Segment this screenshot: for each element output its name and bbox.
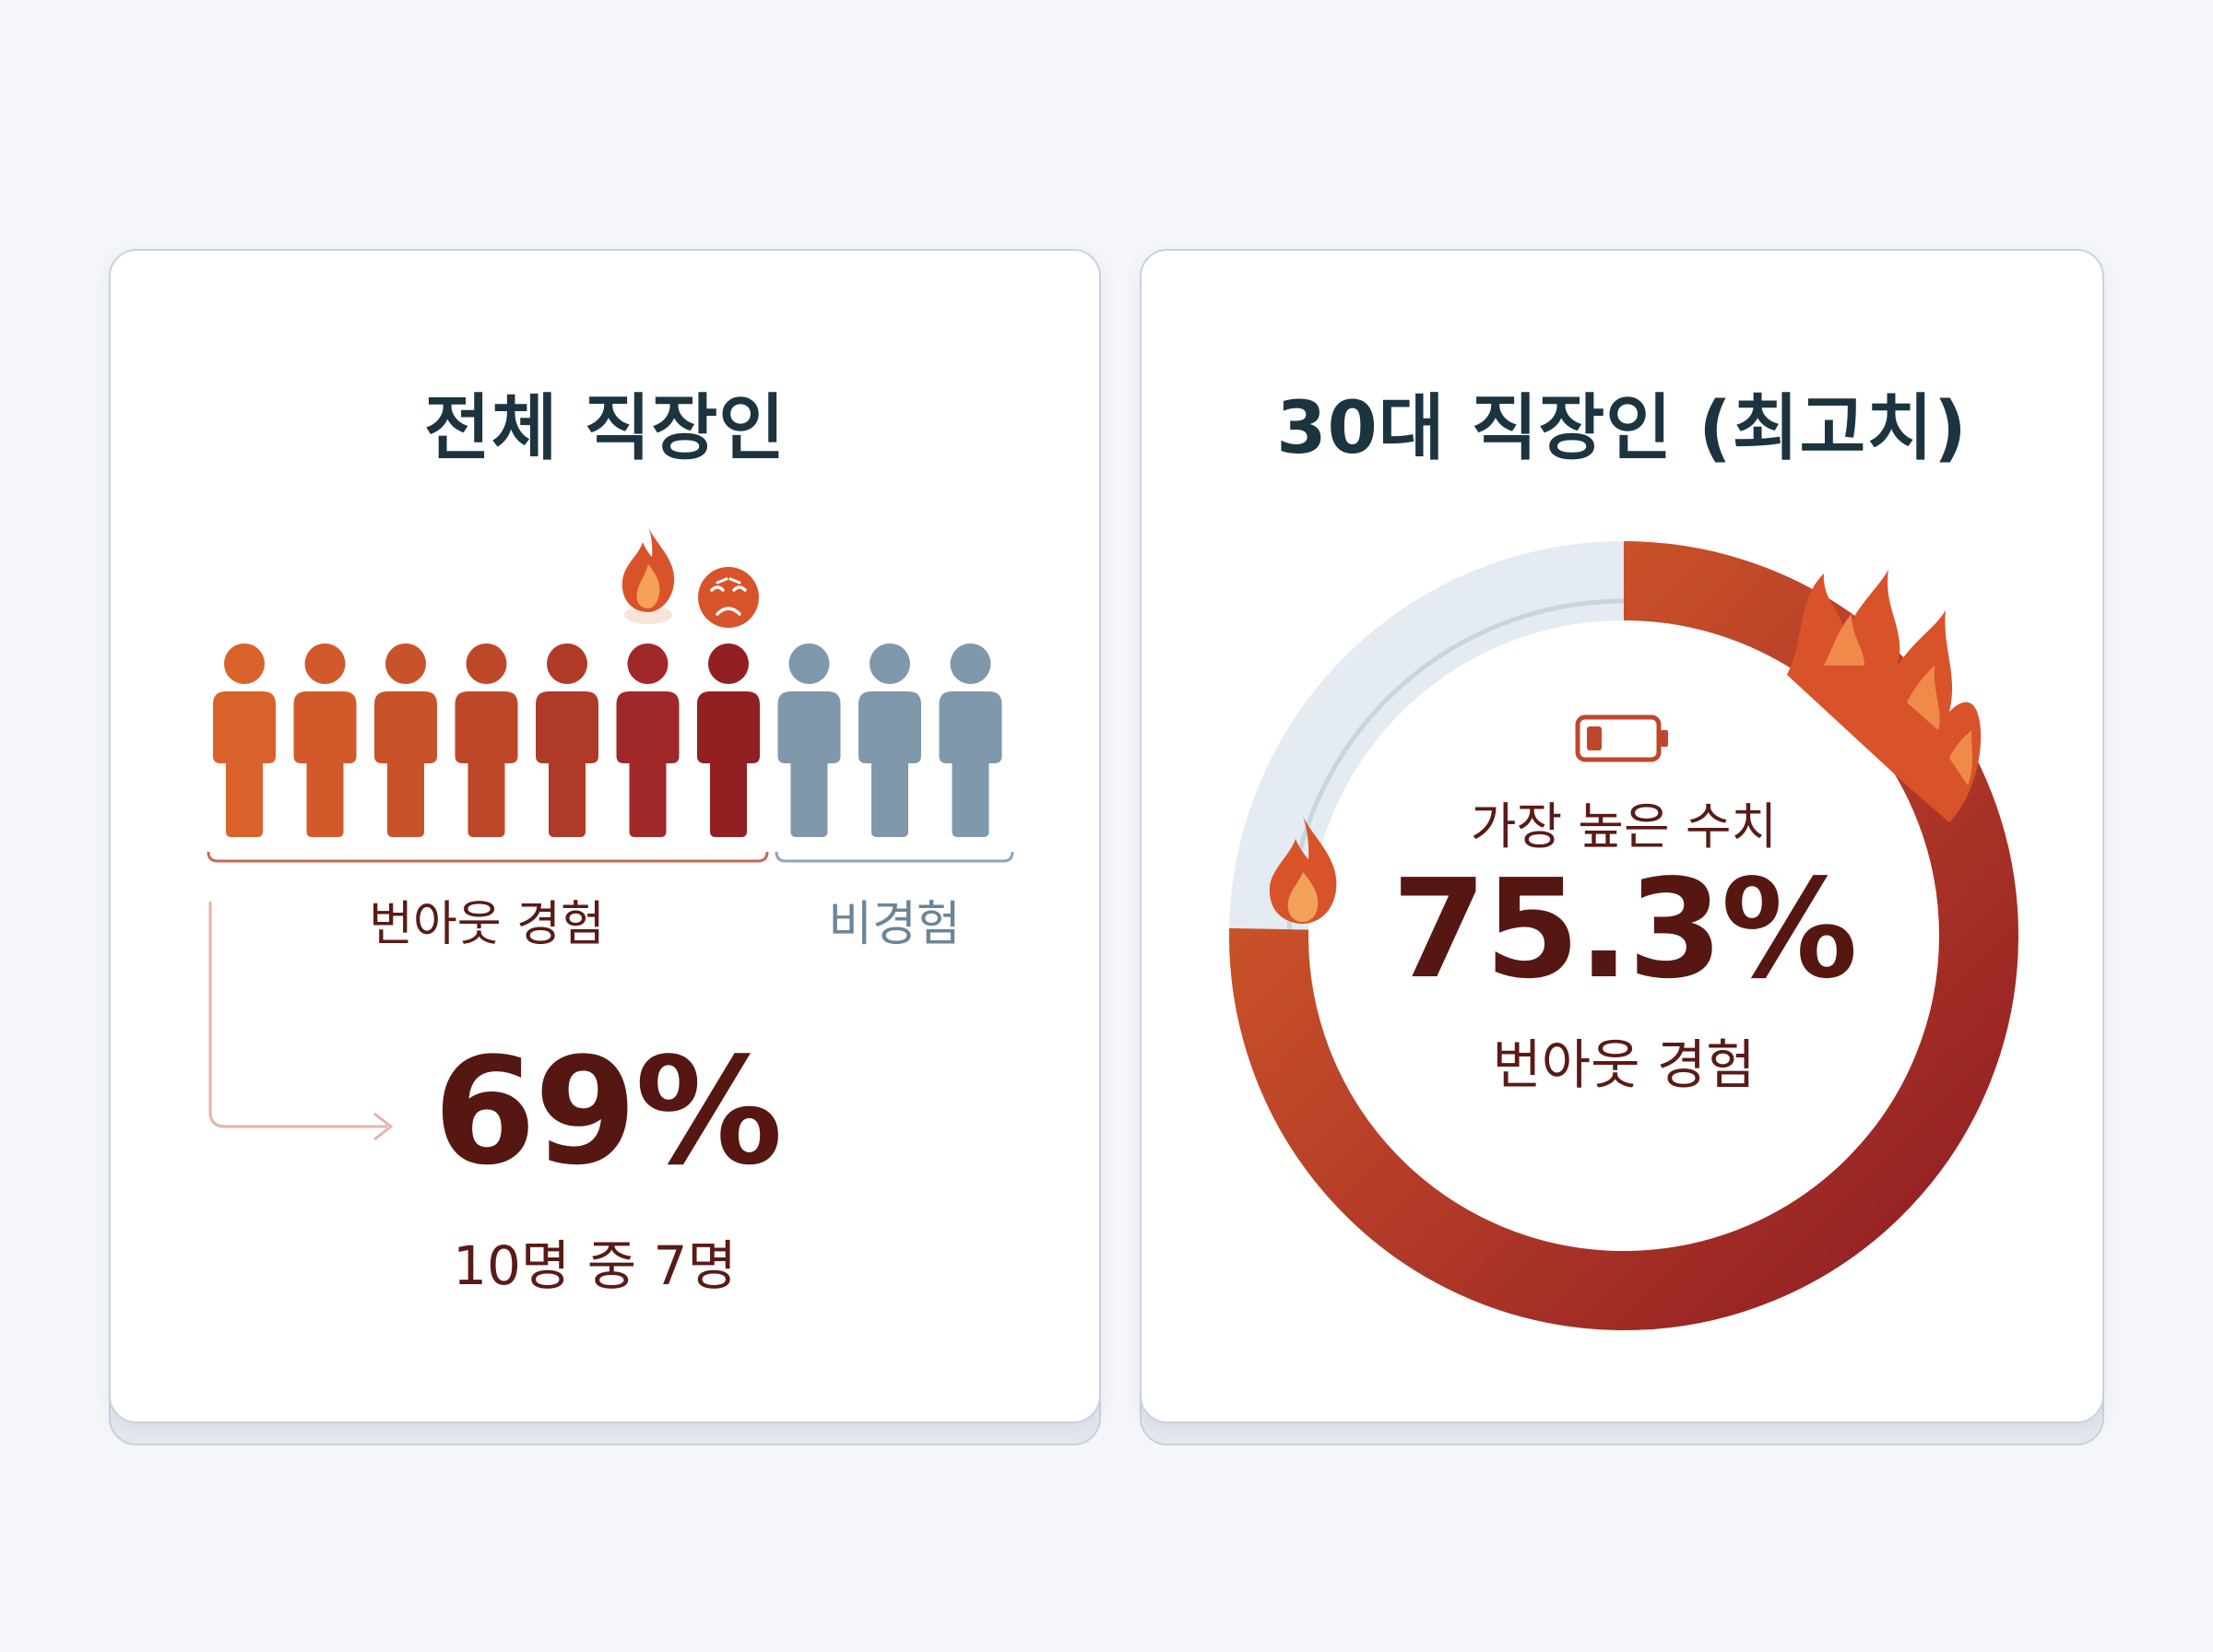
label-experienced: 번아웃 경험 xyxy=(369,897,605,952)
low-battery-icon xyxy=(1575,714,1668,762)
people-row xyxy=(213,643,1002,837)
card-all-workers: 전체 직장인 번아웃 경 xyxy=(109,249,1101,1446)
card-panel: 30대 직장인 (최고치) xyxy=(1140,249,2104,1423)
arrow-head xyxy=(373,1112,394,1141)
person-icon-experienced xyxy=(616,643,680,837)
top-label: 가장 높은 수치 xyxy=(1470,797,1778,856)
percent-value: 75.3% xyxy=(1391,850,1857,1009)
card-title: 전체 직장인 xyxy=(424,387,786,470)
fire-icon xyxy=(1269,817,1337,924)
person-icon-experienced xyxy=(536,643,598,837)
arrow-connector xyxy=(208,902,387,1128)
caption-ratio: 10명 중 7명 xyxy=(453,1234,737,1297)
card-panel: 전체 직장인 번아웃 경 xyxy=(109,249,1101,1423)
fire-icon xyxy=(621,527,675,624)
person-icon-experienced xyxy=(455,643,518,837)
percent-value: 69% xyxy=(433,1025,783,1198)
person-icon-not-experienced xyxy=(777,643,841,837)
bracket-not-experienced xyxy=(775,851,1014,863)
label-not-experienced: 비경험 xyxy=(828,897,961,952)
flame-decoration xyxy=(1787,570,1982,822)
person-icon-experienced xyxy=(293,643,357,837)
card-30s-workers: 30대 직장인 (최고치) xyxy=(1140,249,2104,1446)
sad-face-icon xyxy=(698,567,759,628)
person-icon-experienced xyxy=(697,643,760,837)
person-icon-experienced xyxy=(213,643,276,837)
pictograph-chart xyxy=(207,527,1014,1141)
person-icon-not-experienced xyxy=(858,643,921,837)
card-title: 30대 직장인 (최고치) xyxy=(1276,387,1968,470)
bottom-label: 번아웃 경험 xyxy=(1492,1033,1756,1096)
bracket-experienced xyxy=(207,851,769,863)
person-icon-not-experienced xyxy=(939,643,1002,837)
person-icon-experienced xyxy=(374,643,437,837)
donut-chart xyxy=(1229,541,2018,1330)
